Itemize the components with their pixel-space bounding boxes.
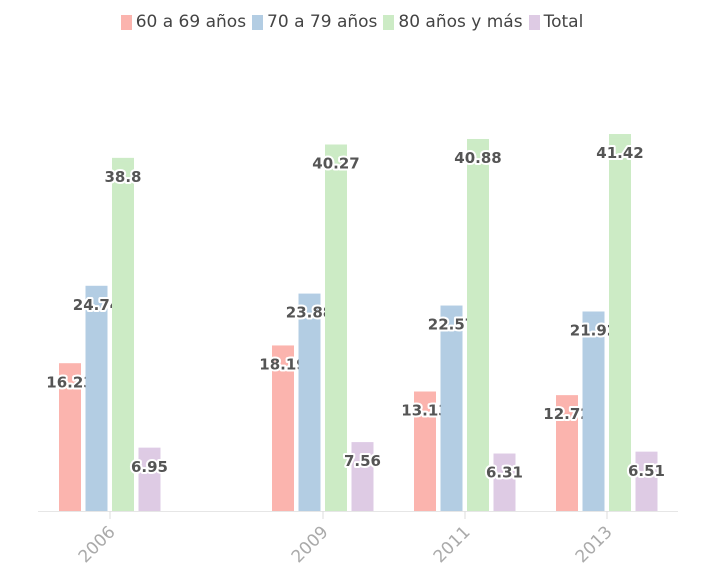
bar-cap <box>325 144 347 149</box>
legend: 60 a 69 años 70 a 79 años 80 años y más Tot… <box>0 12 704 32</box>
bar <box>582 311 605 511</box>
legend-item[interactable]: 60 a 69 años <box>120 12 247 32</box>
data-label: 6.31 <box>486 464 523 482</box>
bar-cap <box>635 451 658 456</box>
bar <box>440 305 463 511</box>
data-label: 13.13 <box>401 402 448 420</box>
legend-swatch <box>528 14 540 30</box>
bar-cap <box>440 305 463 310</box>
legend-swatch <box>383 14 395 30</box>
data-label: 16.23 <box>46 373 93 391</box>
bar-cap <box>112 157 134 162</box>
legend-label: 70 a 79 años <box>267 12 378 32</box>
data-label: 40.88 <box>454 149 501 167</box>
bar <box>85 285 108 511</box>
bar <box>59 363 81 511</box>
bar <box>351 442 374 511</box>
data-label: 6.51 <box>628 462 665 480</box>
data-label: 21.92 <box>570 322 617 340</box>
data-label: 40.27 <box>312 155 359 173</box>
bar-cap <box>609 134 631 139</box>
legend-item[interactable]: 70 a 79 años <box>252 12 377 32</box>
bar-cap <box>582 311 605 316</box>
x-tick-label: 2013 <box>572 522 617 567</box>
bar-cap <box>298 293 321 298</box>
data-label: 38.8 <box>104 168 141 186</box>
data-label: 6.95 <box>131 458 168 476</box>
data-label: 24.74 <box>73 296 120 314</box>
bar-cap <box>493 453 516 458</box>
legend-label: 80 años y más <box>398 12 523 32</box>
legend-swatch <box>120 14 132 30</box>
bar-cap <box>556 395 578 400</box>
bar <box>467 138 489 511</box>
bar <box>325 144 347 511</box>
legend-label: Total <box>543 12 584 32</box>
bar <box>138 447 161 511</box>
bar <box>609 134 631 511</box>
x-tick-label: 2006 <box>75 522 120 567</box>
bar <box>272 345 294 511</box>
legend-label: 60 a 69 años <box>135 12 247 32</box>
bar-cap <box>138 447 161 452</box>
legend-swatch <box>252 14 264 30</box>
data-label: 23.88 <box>286 304 333 322</box>
data-label: 41.42 <box>596 144 643 162</box>
data-label: 7.56 <box>344 452 381 470</box>
bar-cap <box>414 391 436 396</box>
bar-cap <box>467 138 489 143</box>
bar <box>635 451 658 511</box>
bar <box>414 391 436 511</box>
x-tick-label: 2011 <box>430 522 475 567</box>
bar-cap <box>272 345 294 350</box>
data-label: 18.19 <box>259 355 306 373</box>
bar <box>112 157 134 512</box>
x-tick-label: 2009 <box>288 522 333 567</box>
bar <box>493 453 516 511</box>
legend-item[interactable]: 80 años y más <box>383 12 523 32</box>
bar-cap <box>351 442 374 447</box>
bar-cap <box>85 285 108 290</box>
legend-item[interactable]: Total <box>528 12 584 32</box>
data-label: 22.57 <box>428 316 475 334</box>
data-label: 12.72 <box>543 405 590 423</box>
bar <box>298 293 321 511</box>
bar <box>556 395 578 511</box>
bar-cap <box>59 363 81 368</box>
